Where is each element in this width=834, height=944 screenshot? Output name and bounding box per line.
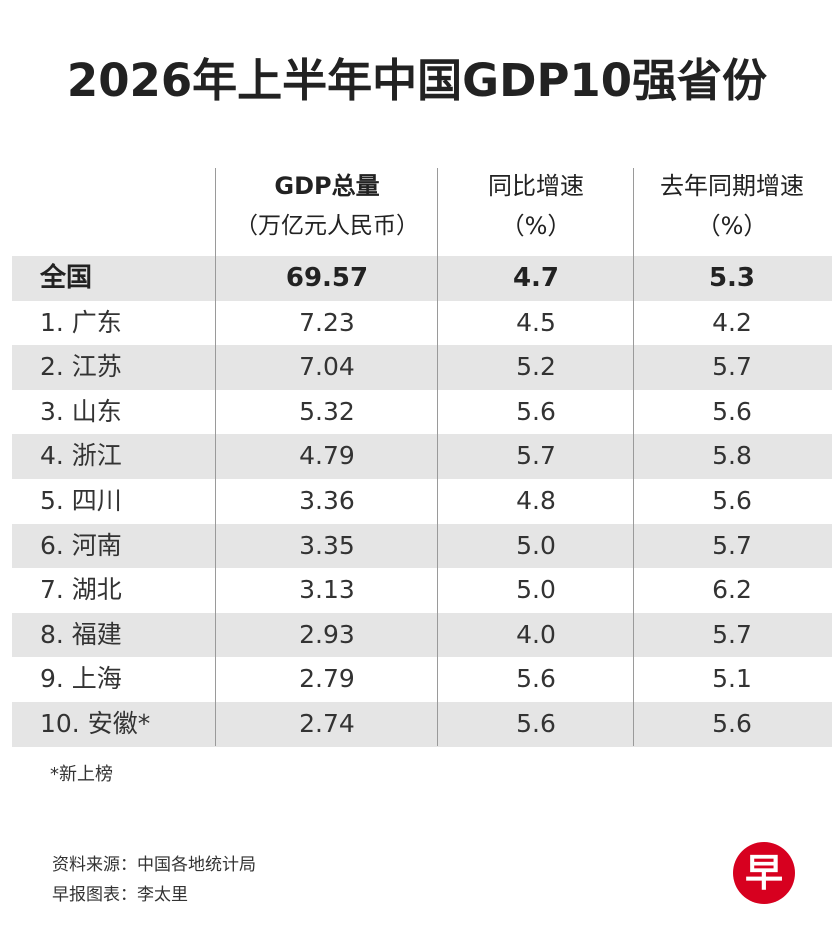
row-yoy: 4.0 <box>516 619 556 649</box>
row-name: 7. 湖北 <box>40 575 122 605</box>
table-row: 3. 山东 5.32 5.6 5.6 <box>12 390 832 435</box>
row-gdp: 7.04 <box>299 352 355 382</box>
row-gdp: 2.93 <box>299 619 355 649</box>
table-row: 8. 福建 2.93 4.0 5.7 <box>12 612 832 658</box>
row-yoy: 4.8 <box>516 485 556 515</box>
row-last-year: 5.1 <box>712 664 752 694</box>
header-yoy: 同比增速 （%） <box>438 166 634 246</box>
row-last-year: 5.6 <box>712 485 752 515</box>
table-row: 10. 安徽* 2.74 5.6 5.6 <box>12 701 832 747</box>
header-last-year: 去年同期增速 （%） <box>634 166 830 246</box>
row-last-year: 5.7 <box>712 530 752 560</box>
header-yoy-unit: （%） <box>500 212 572 240</box>
table-row: 7. 湖北 3.13 5.0 6.2 <box>12 568 832 613</box>
row-last-year: 5.7 <box>712 352 752 382</box>
table-row: 4. 浙江 4.79 5.7 5.8 <box>12 434 832 479</box>
table-row: 2. 江苏 7.04 5.2 5.7 <box>12 345 832 390</box>
row-last-year: 5.8 <box>712 441 752 471</box>
column-divider <box>437 168 438 746</box>
zaobao-logo: 早 <box>733 842 795 904</box>
row-name: 8. 福建 <box>40 619 122 649</box>
chart-credit: 早报图表：李太里 <box>52 885 188 905</box>
table-row: 6. 河南 3.35 5.0 5.7 <box>12 523 832 569</box>
row-last-year: 5.6 <box>712 396 752 426</box>
row-name: 9. 上海 <box>40 664 122 694</box>
row-gdp: 4.79 <box>299 441 355 471</box>
page-title: 2026年上半年中国GDP10强省份 <box>66 54 768 107</box>
header-last-year-unit: （%） <box>696 212 768 240</box>
row-name: 5. 四川 <box>40 485 122 515</box>
source-credit: 资料来源：中国各地统计局 <box>52 855 256 875</box>
row-gdp: 2.79 <box>299 664 355 694</box>
row-yoy: 4.5 <box>516 307 556 337</box>
column-divider <box>215 168 216 746</box>
row-yoy: 5.6 <box>516 664 556 694</box>
row-yoy: 5.7 <box>516 441 556 471</box>
row-last-year: 5.3 <box>708 263 756 293</box>
row-name: 3. 山东 <box>40 396 122 426</box>
column-divider <box>633 168 634 746</box>
row-gdp: 2.74 <box>299 708 355 738</box>
row-gdp: 69.57 <box>285 263 369 293</box>
row-name: 1. 广东 <box>40 307 122 337</box>
row-name: 全国 <box>40 263 93 293</box>
row-gdp: 3.13 <box>299 575 355 605</box>
row-name: 6. 河南 <box>40 530 122 560</box>
row-yoy: 5.2 <box>516 352 556 382</box>
row-gdp: 7.23 <box>299 307 355 337</box>
row-gdp: 5.32 <box>299 396 355 426</box>
row-name: 10. 安徽* <box>40 708 151 738</box>
row-last-year: 6.2 <box>712 575 752 605</box>
row-yoy: 5.0 <box>516 530 556 560</box>
header-gdp-label: GDP总量 <box>274 172 380 200</box>
row-yoy: 5.6 <box>516 396 556 426</box>
row-last-year: 5.6 <box>712 708 752 738</box>
header-last-year-label: 去年同期增速 <box>660 172 804 200</box>
row-last-year: 5.7 <box>712 619 752 649</box>
header-yoy-label: 同比增速 <box>488 172 584 200</box>
row-gdp: 3.35 <box>299 530 355 560</box>
table-row-national: 全国 69.57 4.7 5.3 <box>12 256 832 301</box>
table-row: 1. 广东 7.23 4.5 4.2 <box>12 301 832 346</box>
table-row: 9. 上海 2.79 5.6 5.1 <box>12 657 832 702</box>
gdp-table: 全国 69.57 4.7 5.3 1. 广东 7.23 4.5 4.2 2. 江… <box>12 256 832 747</box>
header-gdp-unit: （万亿元人民币） <box>235 213 419 239</box>
footnote: *新上榜 <box>50 764 113 785</box>
table-row: 5. 四川 3.36 4.8 5.6 <box>12 479 832 524</box>
row-last-year: 4.2 <box>712 307 752 337</box>
row-yoy: 5.0 <box>516 575 556 605</box>
row-gdp: 3.36 <box>299 485 355 515</box>
row-name: 4. 浙江 <box>40 441 122 471</box>
row-name: 2. 江苏 <box>40 352 122 382</box>
row-yoy: 5.6 <box>516 708 556 738</box>
header-gdp: GDP总量 （万亿元人民币） <box>216 166 438 246</box>
row-yoy: 4.7 <box>512 263 560 293</box>
